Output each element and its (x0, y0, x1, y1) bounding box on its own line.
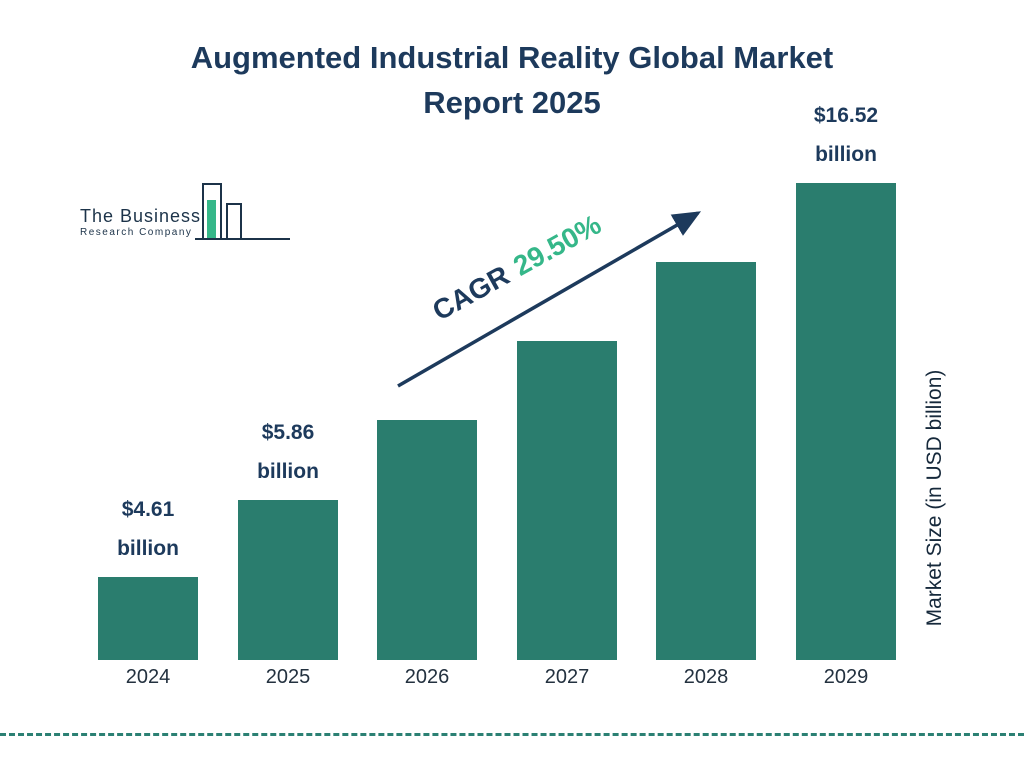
category-label-2024: 2024 (125, 666, 171, 688)
page-title: Augmented Industrial Reality Global Mark… (0, 36, 1024, 126)
bar-2026 (377, 420, 477, 660)
value-amount: $4.61 (121, 498, 175, 522)
category-label-2025: 2025 (265, 666, 311, 688)
value-amount: $5.86 (261, 421, 315, 445)
company-logo-text: The Business Research Company (80, 206, 201, 238)
value-unit: billion (815, 143, 877, 167)
value-amount: $16.52 (813, 104, 879, 128)
category-label-2028: 2028 (683, 666, 729, 688)
bar-2024 (98, 577, 198, 660)
bar-2027 (517, 341, 617, 660)
bar-2028 (656, 262, 756, 660)
bar-value-label-2024: $4.61 billion (68, 491, 228, 569)
page-title-line1: Augmented Industrial Reality Global Mark… (190, 40, 834, 75)
bottom-dashed-divider (0, 733, 1024, 736)
value-unit: billion (117, 537, 179, 561)
value-unit: billion (257, 460, 319, 484)
category-label-2026: 2026 (404, 666, 450, 688)
bar-value-label-2025: $5.86 billion (208, 414, 368, 492)
page-title-line2: Report 2025 (423, 84, 601, 120)
y-axis-label: Market Size (in USD billion) (923, 369, 946, 627)
bar-chart-logo-icon (195, 182, 290, 249)
company-name-top: The Business (80, 206, 202, 226)
bar-2029 (796, 183, 896, 660)
category-label-2029: 2029 (823, 666, 869, 688)
category-label-2027: 2027 (544, 666, 590, 688)
company-name-bottom: Research Company (80, 227, 193, 238)
bar-value-label-2029: $16.52 billion (766, 97, 926, 175)
bar-2025 (238, 500, 338, 660)
